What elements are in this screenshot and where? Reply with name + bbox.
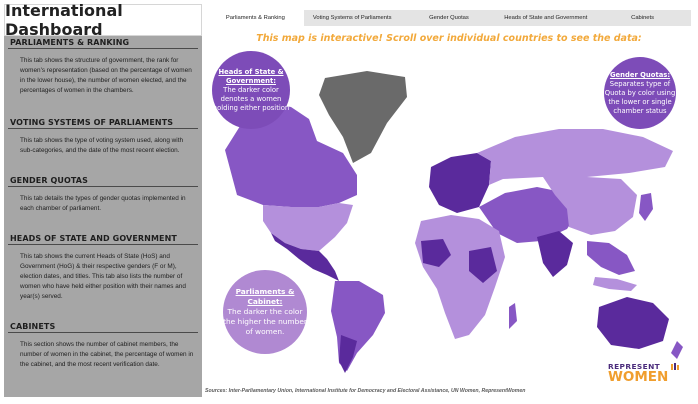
sidebar-description: This tab shows the current Heads of Stat…	[20, 253, 186, 300]
tab-gender-quotas[interactable]: Gender Quotas	[400, 10, 498, 26]
sidebar-divider	[8, 186, 198, 187]
sidebar-heading: GENDER QUOTAS	[10, 176, 88, 185]
map-region-australia[interactable]	[597, 297, 669, 349]
sidebar-divider	[8, 128, 198, 129]
map-headline: This map is interactive! Scroll over ind…	[256, 33, 642, 44]
sidebar-section-cabinets: CABINETS This section shows the number o…	[4, 320, 202, 370]
sidebar-divider	[8, 332, 198, 333]
map-region-argentina[interactable]	[339, 335, 357, 373]
map-region-central-america[interactable]	[271, 233, 339, 281]
sidebar-section-gender-quotas: GENDER QUOTAS This tab details the types…	[4, 174, 202, 214]
sidebar-description: This tab shows the structure of governme…	[20, 57, 192, 94]
map-region-south-asia[interactable]	[537, 231, 573, 277]
sidebar-description: This tab details the types of gender quo…	[20, 195, 186, 212]
map-region-new-zealand[interactable]	[671, 341, 683, 359]
bubble-text: The darker the color the higher the numb…	[223, 307, 307, 336]
tab-cabinets[interactable]: Cabinets	[594, 10, 691, 26]
map-region-greenland[interactable]	[319, 71, 407, 163]
tab-bar: Parliaments & Ranking Voting Systems of …	[207, 10, 691, 26]
parliaments-cabinet-info-bubble: Parliaments & Cabinet: The darker the co…	[223, 270, 307, 354]
logo-mark-icon	[671, 363, 679, 370]
logo-line2: WOMEN	[608, 369, 669, 385]
sidebar-description: This section shows the number of cabinet…	[20, 341, 194, 368]
bubble-title: Heads of State & Government:	[218, 67, 284, 85]
map-region-usa[interactable]	[263, 203, 353, 251]
map-region-russia[interactable]	[477, 129, 673, 185]
sidebar-heading: HEADS OF STATE AND GOVERNMENT	[10, 234, 177, 243]
map-region-east-asia[interactable]	[543, 177, 637, 235]
bubble-text: The darker color denotes a women holding…	[212, 85, 290, 112]
sidebar-heading: PARLIAMENTS & RANKING	[10, 38, 130, 47]
map-region-indonesia[interactable]	[593, 277, 637, 291]
tab-heads-of-state[interactable]: Heads of State and Government	[497, 10, 595, 26]
map-region-canada[interactable]	[225, 103, 357, 207]
sidebar-section-heads-of-state: HEADS OF STATE AND GOVERNMENT This tab s…	[4, 232, 202, 302]
heads-of-state-info-bubble: Heads of State & Government: The darker …	[212, 51, 290, 129]
tab-voting-systems[interactable]: Voting Systems of Parliaments	[303, 10, 401, 26]
world-map[interactable]	[207, 45, 691, 380]
sidebar-section-parliaments: PARLIAMENTS & RANKING This tab shows the…	[4, 36, 202, 96]
map-region-madagascar[interactable]	[509, 303, 517, 329]
map-region-europe[interactable]	[429, 153, 491, 213]
map-region-middle-east[interactable]	[479, 187, 579, 243]
sidebar-heading: CABINETS	[10, 322, 56, 331]
map-region-east-africa[interactable]	[469, 247, 497, 283]
sidebar-heading: VOTING SYSTEMS OF PARLIAMENTS	[10, 118, 174, 127]
represent-women-logo: REPRESENT WOMEN	[608, 362, 684, 390]
map-region-japan[interactable]	[639, 193, 653, 221]
bubble-title: Gender Quotas:	[609, 70, 671, 79]
sidebar-divider	[8, 48, 198, 49]
sources-footnote: Sources: Inter-Parliamentary Union, Inte…	[205, 388, 526, 394]
tab-parliaments-ranking[interactable]: Parliaments & Ranking	[207, 10, 304, 26]
map-region-southeast-asia[interactable]	[587, 241, 635, 275]
gender-quotas-info-bubble: Gender Quotas: Separates type of Quota b…	[604, 57, 676, 129]
map-region-africa[interactable]	[415, 215, 505, 339]
sidebar-description: This tab shows the type of voting system…	[20, 137, 184, 154]
bubble-text: Separates type of Quota by color using t…	[604, 79, 676, 115]
logo-line1: REPRESENT	[608, 362, 661, 371]
dashboard-title: International Dashboard	[4, 1, 202, 39]
map-region-south-america[interactable]	[331, 281, 385, 371]
sidebar-section-voting-systems: VOTING SYSTEMS OF PARLIAMENTS This tab s…	[4, 116, 202, 156]
map-region-west-africa[interactable]	[421, 239, 451, 267]
sidebar-divider	[8, 244, 198, 245]
sidebar: PARLIAMENTS & RANKING This tab shows the…	[4, 36, 202, 397]
bubble-title: Parliaments & Cabinet:	[235, 287, 295, 306]
